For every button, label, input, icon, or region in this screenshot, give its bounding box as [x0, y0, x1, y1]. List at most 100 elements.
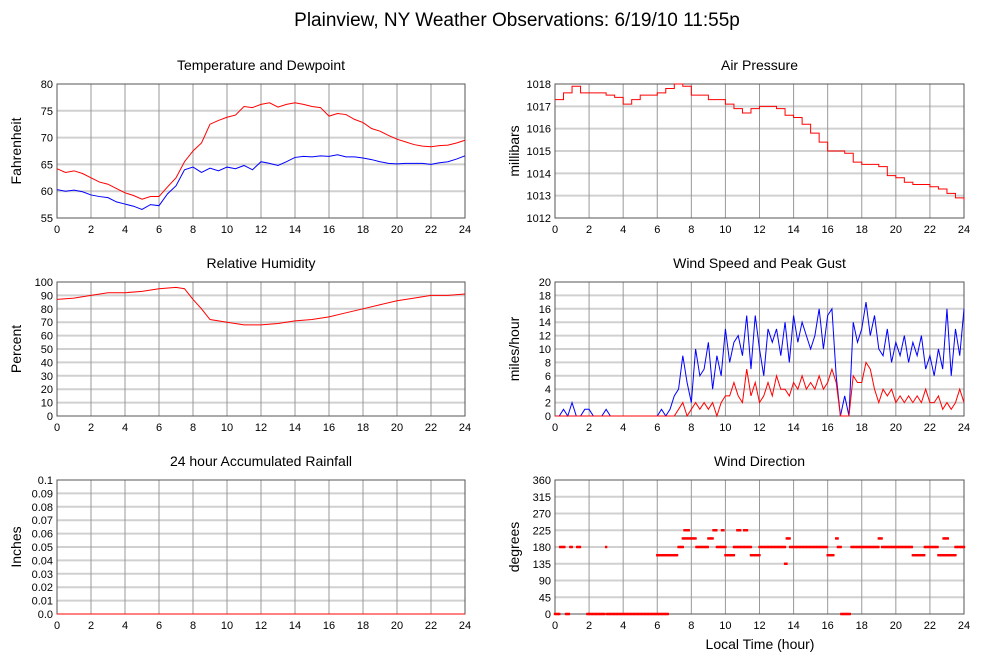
- y-axis-label: millibars: [506, 125, 522, 176]
- wind-direction-point: [772, 545, 775, 549]
- wind-direction-point: [813, 545, 816, 549]
- wind-direction-point: [776, 545, 780, 549]
- wind-direction-point: [611, 612, 614, 616]
- x-tick-label: 18: [357, 224, 369, 236]
- wind-direction-point: [734, 545, 737, 549]
- wind-direction-point: [796, 545, 799, 549]
- wind-direction-point: [958, 545, 961, 549]
- x-tick-label: 4: [620, 620, 626, 632]
- wind-direction-point: [895, 545, 898, 549]
- wind-direction-point: [561, 545, 565, 549]
- y-tick-label: 20: [539, 277, 551, 289]
- wind-direction-point: [765, 545, 768, 549]
- subplot-title: Wind Speed and Peak Gust: [673, 255, 846, 271]
- wind-direction-point: [759, 545, 763, 549]
- y-tick-label: 135: [533, 559, 551, 571]
- wind-direction-point: [761, 545, 764, 549]
- wind-direction-point: [749, 553, 753, 557]
- plot-frame: [56, 83, 466, 219]
- wind-direction-point: [962, 545, 966, 549]
- wind-direction-point: [662, 612, 665, 616]
- wind-direction-point: [906, 545, 909, 549]
- wind-direction-point: [893, 545, 897, 549]
- y-tick-label: 75: [41, 106, 53, 118]
- x-tick-label: 8: [190, 224, 196, 236]
- wind-direction-point: [681, 545, 684, 549]
- y-tick-label: 0.08: [32, 502, 53, 514]
- wind-direction-point: [687, 537, 690, 540]
- wind-direction-point: [910, 545, 914, 549]
- wind-direction-point: [737, 529, 740, 532]
- x-tick-label: 8: [688, 422, 694, 434]
- wind-direction-point: [671, 553, 675, 557]
- wind-direction-point: [863, 545, 866, 549]
- y-tick-label: 12: [539, 331, 551, 343]
- wind-direction-point: [870, 545, 873, 549]
- y-tick-label: 0.03: [32, 569, 53, 581]
- wind-direction-point: [746, 545, 750, 549]
- wind-direction-point: [668, 553, 672, 557]
- wind-direction-point: [683, 537, 686, 540]
- wind-direction-point: [728, 553, 731, 557]
- wind-direction-point: [855, 545, 859, 549]
- wind-direction-point: [936, 545, 939, 549]
- wind-direction-point: [570, 545, 573, 549]
- x-tick-label: 24: [958, 422, 970, 434]
- wind-direction-point: [727, 553, 730, 557]
- wind-direction-point: [724, 553, 727, 557]
- wind-direction-point: [860, 545, 863, 549]
- x-tick-label: 18: [856, 224, 868, 236]
- wind-direction-point: [766, 545, 770, 549]
- wind-direction-point: [913, 553, 916, 557]
- x-tick-label: 0: [552, 620, 558, 632]
- wind-direction-point: [641, 612, 644, 616]
- wind-direction-point: [955, 545, 959, 549]
- x-tick-label: 10: [221, 224, 233, 236]
- wind-direction-point: [922, 553, 926, 557]
- x-tick-label: 6: [156, 422, 162, 434]
- wind-direction-point: [889, 545, 892, 549]
- wind-direction-point: [732, 545, 736, 549]
- wind-direction-point: [758, 553, 761, 557]
- wind-direction-point: [847, 612, 850, 616]
- x-tick-label: 4: [122, 422, 128, 434]
- y-tick-label: 0.1: [38, 475, 53, 487]
- wind-direction-point: [706, 545, 709, 549]
- wind-direction-point: [684, 537, 687, 540]
- y-tick-label: 45: [539, 592, 551, 604]
- wind-direction-point: [564, 612, 568, 616]
- x-tick-label: 2: [88, 620, 94, 632]
- y-tick-label: 10: [539, 344, 551, 356]
- x-tick-label: 6: [654, 620, 660, 632]
- wind-direction-point: [684, 529, 688, 532]
- wind-direction-point: [842, 612, 846, 616]
- y-tick-label: 225: [533, 525, 551, 537]
- wind-direction-point: [661, 553, 665, 557]
- wind-direction-point: [695, 545, 698, 549]
- x-tick-label: 24: [958, 224, 970, 236]
- wind-direction-point: [555, 612, 558, 616]
- wind-direction-point: [675, 553, 679, 557]
- wind-direction-point: [664, 553, 667, 557]
- y-tick-label: 80: [41, 79, 53, 91]
- wind-direction-point: [713, 529, 717, 532]
- wind-direction-point: [949, 553, 953, 557]
- y-tick-label: 0.02: [32, 582, 53, 594]
- wind-direction-point: [678, 545, 682, 549]
- wind-direction-point: [639, 612, 643, 616]
- wind-direction-point: [920, 553, 923, 557]
- x-tick-label: 12: [255, 620, 267, 632]
- wind-direction-point: [794, 545, 798, 549]
- x-tick-label: 20: [391, 224, 403, 236]
- wind-direction-point: [658, 612, 661, 616]
- wind-direction-point: [597, 612, 600, 616]
- y-tick-label: 0.06: [32, 529, 53, 541]
- wind-direction-point: [915, 553, 919, 557]
- y-tick-label: 1012: [527, 213, 551, 225]
- wind-direction-point: [635, 612, 638, 616]
- wind-direction-point: [804, 545, 807, 549]
- wind-direction-point: [629, 612, 633, 616]
- wind-direction-point: [914, 553, 917, 557]
